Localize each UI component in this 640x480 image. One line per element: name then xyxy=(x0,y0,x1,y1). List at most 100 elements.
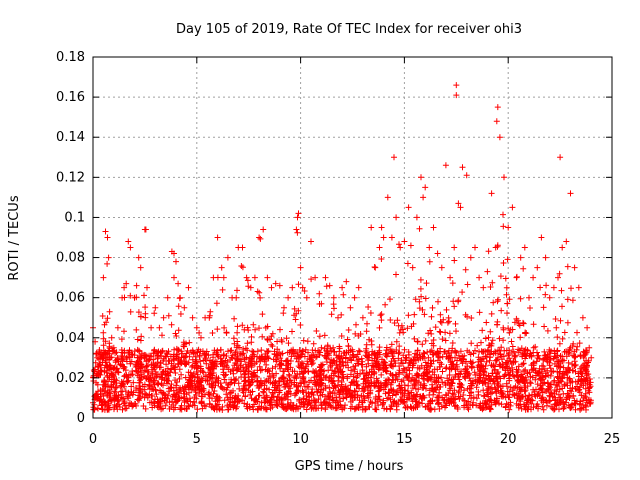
data-point xyxy=(364,377,371,384)
data-point xyxy=(509,326,516,333)
data-point xyxy=(416,298,423,305)
data-point xyxy=(286,373,293,379)
data-point xyxy=(335,369,342,376)
data-point xyxy=(504,310,510,317)
data-point xyxy=(158,352,165,359)
data-point xyxy=(238,358,245,365)
data-point xyxy=(114,324,121,331)
data-point xyxy=(564,319,571,326)
data-point xyxy=(495,382,502,389)
data-point xyxy=(466,385,473,392)
data-point xyxy=(387,296,393,303)
data-point xyxy=(540,304,547,311)
data-point xyxy=(353,382,360,389)
data-point xyxy=(382,301,389,308)
data-point xyxy=(387,317,394,323)
y-tick-label: 0.1 xyxy=(64,210,85,225)
data-point xyxy=(287,358,294,364)
data-point xyxy=(424,375,430,382)
data-point xyxy=(113,403,120,409)
data-point xyxy=(208,361,214,368)
data-point xyxy=(372,406,378,413)
data-point xyxy=(399,394,406,400)
data-point xyxy=(124,374,131,381)
data-point xyxy=(541,323,548,330)
data-point xyxy=(332,383,338,390)
data-point xyxy=(273,398,280,405)
data-point xyxy=(520,265,527,272)
data-point xyxy=(306,379,313,386)
data-point xyxy=(450,391,457,398)
data-point xyxy=(512,358,519,365)
data-point xyxy=(544,379,551,386)
data-point xyxy=(269,365,276,372)
data-point xyxy=(556,340,563,347)
data-point xyxy=(129,403,136,410)
data-point xyxy=(98,368,105,375)
data-point xyxy=(331,348,338,355)
data-point xyxy=(586,344,593,351)
data-point xyxy=(317,389,324,396)
data-point xyxy=(439,368,446,375)
data-point xyxy=(466,375,473,382)
data-point xyxy=(569,361,576,368)
data-point xyxy=(580,401,586,408)
data-point xyxy=(338,311,345,318)
data-point xyxy=(509,204,516,211)
data-point xyxy=(500,223,507,230)
data-point xyxy=(494,356,500,363)
data-point xyxy=(133,326,140,333)
data-point xyxy=(318,376,325,383)
data-point xyxy=(569,297,576,304)
data-point xyxy=(453,92,460,99)
data-point xyxy=(141,381,148,388)
data-point xyxy=(401,400,408,406)
data-point xyxy=(495,347,501,354)
data-point xyxy=(565,402,572,409)
data-point xyxy=(189,314,196,321)
data-point xyxy=(456,376,463,383)
data-point xyxy=(420,373,427,379)
data-point xyxy=(185,359,192,366)
data-point xyxy=(543,282,550,289)
data-point xyxy=(498,344,505,351)
data-point xyxy=(156,324,163,331)
data-point xyxy=(363,372,370,379)
data-point xyxy=(336,353,343,360)
data-point xyxy=(325,392,332,399)
data-point xyxy=(256,289,263,296)
data-point xyxy=(283,335,290,342)
data-point xyxy=(502,404,509,411)
data-point xyxy=(520,360,527,367)
data-point xyxy=(118,347,125,353)
data-point xyxy=(198,398,205,405)
data-point xyxy=(133,385,139,391)
data-point xyxy=(509,368,516,375)
data-point xyxy=(380,234,387,241)
data-point xyxy=(518,345,525,352)
data-point xyxy=(401,346,408,353)
data-point xyxy=(285,340,292,347)
data-point xyxy=(285,388,292,395)
data-point xyxy=(421,311,428,318)
data-point xyxy=(322,406,329,413)
data-point xyxy=(142,226,149,233)
data-point xyxy=(560,405,567,412)
data-point xyxy=(453,82,460,89)
data-point xyxy=(119,362,125,369)
data-point xyxy=(252,326,259,333)
data-point xyxy=(203,360,210,367)
data-point xyxy=(396,349,403,356)
data-point xyxy=(202,377,209,384)
chart-title: Day 105 of 2019, Rate Of TEC Index for r… xyxy=(176,22,522,37)
data-point xyxy=(409,264,416,271)
data-point xyxy=(425,400,432,407)
data-point xyxy=(119,294,126,301)
data-point xyxy=(472,244,478,251)
data-point xyxy=(457,380,463,387)
data-point xyxy=(203,351,210,358)
data-point xyxy=(445,347,452,354)
data-point xyxy=(164,294,171,301)
data-point xyxy=(492,244,499,251)
data-point xyxy=(264,354,271,361)
